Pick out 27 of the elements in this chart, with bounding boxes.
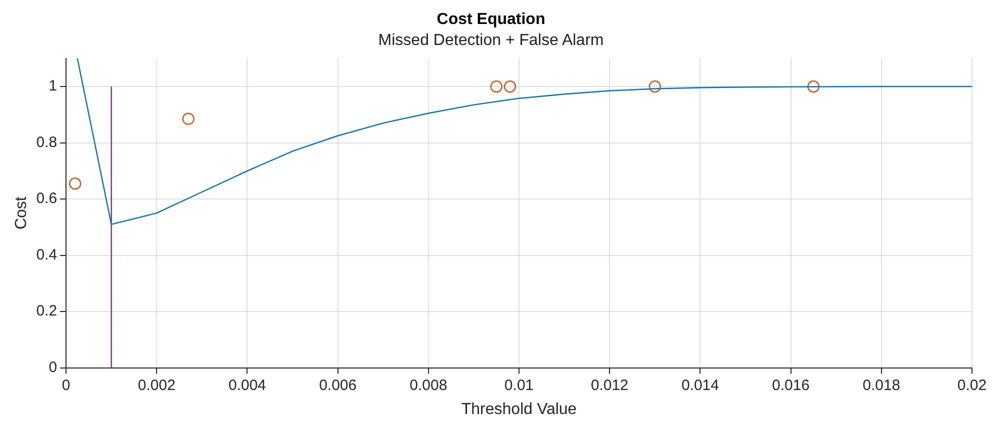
x-tick-label: 0 [62, 376, 70, 394]
x-tick-label: 0.008 [410, 376, 448, 394]
y-tick-label: 0.8 [36, 134, 58, 151]
point [504, 80, 516, 93]
y-tick-label: 0.6 [36, 190, 58, 208]
x-tick-label: 0.002 [138, 376, 176, 394]
x-tick-label: 0.018 [862, 376, 900, 394]
point [807, 80, 820, 93]
point [182, 112, 194, 125]
x-tick-label: 0.012 [590, 376, 628, 394]
x-tick-label: 0.02 [957, 376, 987, 394]
y-tick-label: 0 [48, 358, 58, 376]
x-axis-title: Threshold Value [461, 400, 577, 418]
y-axis-title: Cost [13, 196, 30, 230]
point [69, 177, 82, 190]
x-tick-label: 0.006 [319, 376, 357, 394]
x-tick-label: 0.01 [504, 376, 534, 394]
y-tick-label: 1 [48, 78, 58, 95]
y-tick-label: 0.4 [36, 246, 58, 264]
point [648, 80, 662, 93]
x-tick-label: 0.004 [228, 376, 266, 394]
point [490, 80, 502, 93]
y-tick-label: 0.2 [36, 302, 58, 320]
chart-title: Cost Equation [436, 11, 546, 28]
chart-subtitle: Missed Detection + False Alarm [378, 32, 604, 50]
x-tick-label: 0.014 [681, 376, 719, 394]
x-tick-label: 0.016 [772, 376, 810, 394]
